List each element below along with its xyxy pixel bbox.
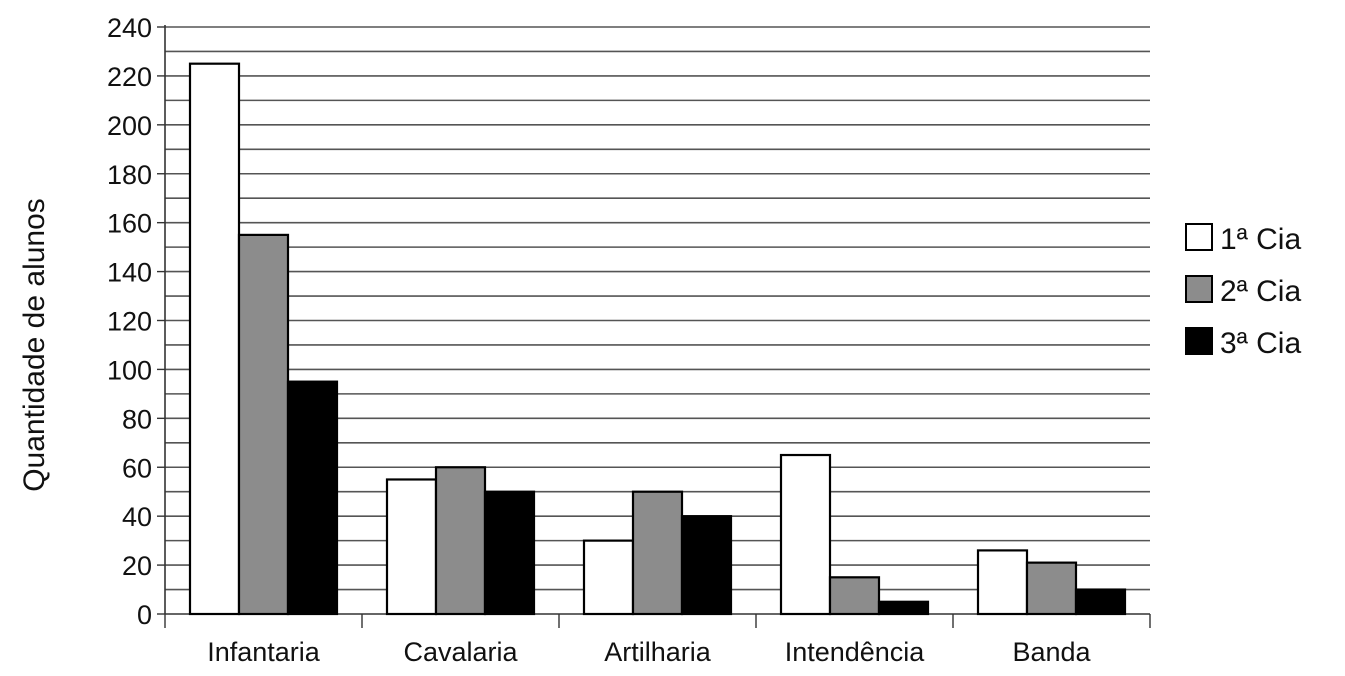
y-tick-label: 100	[107, 355, 152, 385]
x-tick-label: Artilharia	[604, 637, 712, 667]
x-tick-label: Intendência	[785, 637, 926, 667]
bar	[582, 539, 635, 616]
bar	[1074, 588, 1127, 616]
bar	[828, 576, 881, 616]
bar	[976, 549, 1029, 616]
bar	[237, 233, 290, 616]
x-tick-label: Infantaria	[207, 637, 321, 667]
y-tick-label: 200	[107, 111, 152, 141]
y-tick-label: 60	[122, 453, 152, 483]
bar	[1025, 561, 1078, 616]
bar	[680, 515, 733, 616]
legend-label: 1ª Cia	[1220, 223, 1301, 256]
y-tick-label: 40	[122, 502, 152, 532]
bar	[188, 62, 241, 616]
legend-swatch	[1185, 327, 1213, 355]
legend-swatch	[1185, 223, 1213, 251]
y-tick-label: 180	[107, 160, 152, 190]
bar	[631, 490, 684, 616]
y-tick-label: 20	[122, 551, 152, 581]
x-tick-label: Banda	[1012, 637, 1091, 667]
bar	[286, 380, 339, 616]
legend: 1ª Cia 2ª Cia 3ª Cia	[1185, 223, 1301, 360]
legend-label: 3ª Cia	[1220, 327, 1301, 360]
bar	[779, 453, 832, 616]
y-axis-title: Quantidade de alunos	[18, 198, 51, 492]
y-tick-label: 160	[107, 209, 152, 239]
tick-labels: 0 20 40 60 80 100 120 140 160 180 200 220 240 Infanta…	[107, 13, 1092, 667]
bars	[188, 62, 1127, 616]
y-tick-label: 240	[107, 13, 152, 43]
y-tick-label: 120	[107, 307, 152, 337]
y-tick-label: 140	[107, 258, 152, 288]
bar	[877, 600, 930, 616]
bar	[434, 466, 487, 616]
bar	[483, 490, 536, 616]
bar	[385, 478, 438, 616]
legend-swatch	[1185, 275, 1213, 303]
y-tick-label: 220	[107, 62, 152, 92]
y-tick-label: 80	[122, 404, 152, 434]
y-tick-label: 0	[137, 600, 152, 630]
x-tick-label: Cavalaria	[403, 637, 518, 667]
legend-label: 2ª Cia	[1220, 275, 1301, 308]
